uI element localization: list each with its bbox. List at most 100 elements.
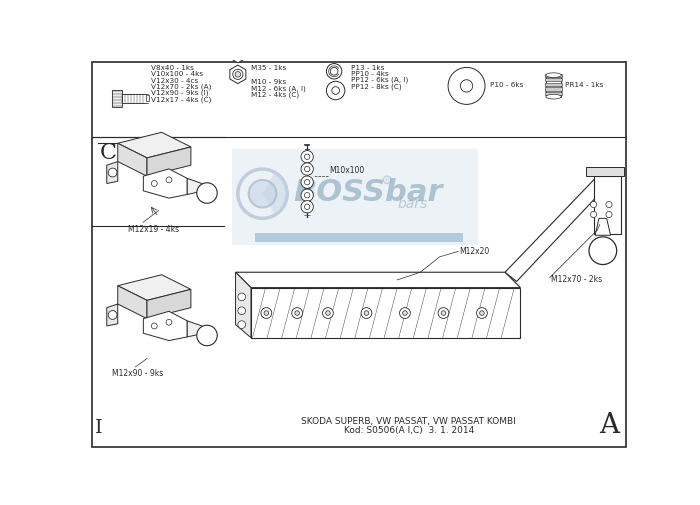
Circle shape	[589, 237, 617, 265]
Bar	[545, 93, 562, 96]
Circle shape	[461, 81, 473, 93]
Circle shape	[197, 326, 217, 346]
Text: M12 - 6ks (A, I): M12 - 6ks (A, I)	[251, 85, 306, 92]
Circle shape	[301, 152, 314, 164]
Circle shape	[591, 212, 596, 218]
Circle shape	[326, 65, 342, 80]
Circle shape	[304, 205, 310, 210]
Bar	[545, 88, 562, 91]
Circle shape	[292, 308, 302, 319]
Circle shape	[108, 311, 117, 320]
Polygon shape	[230, 45, 246, 64]
Polygon shape	[144, 312, 187, 341]
Circle shape	[400, 308, 410, 319]
Text: V8x40 - 1ks: V8x40 - 1ks	[151, 65, 194, 71]
Circle shape	[301, 177, 314, 189]
Bar	[545, 74, 562, 77]
Circle shape	[330, 68, 338, 76]
Bar	[586, 168, 624, 177]
Polygon shape	[251, 288, 521, 338]
Circle shape	[248, 180, 276, 208]
Text: P10 - 6ks: P10 - 6ks	[490, 81, 523, 87]
Circle shape	[301, 190, 314, 202]
Polygon shape	[107, 305, 118, 326]
Circle shape	[402, 311, 407, 316]
Polygon shape	[147, 290, 191, 319]
Bar	[232, 150, 478, 246]
Polygon shape	[187, 179, 204, 195]
Bar	[545, 84, 562, 87]
Circle shape	[238, 307, 246, 315]
Circle shape	[591, 202, 596, 208]
Circle shape	[326, 311, 330, 316]
Text: ®: ®	[384, 177, 391, 183]
Circle shape	[166, 320, 172, 326]
Text: V12x90 - 9ks (I): V12x90 - 9ks (I)	[151, 90, 209, 96]
Circle shape	[235, 52, 241, 57]
Text: A: A	[599, 411, 619, 438]
Polygon shape	[107, 162, 118, 184]
Circle shape	[361, 308, 372, 319]
Circle shape	[441, 311, 446, 316]
Text: M12x20: M12x20	[459, 246, 489, 256]
Text: V12x17 - 4ks (C): V12x17 - 4ks (C)	[151, 96, 211, 103]
Text: V10x100 - 4ks: V10x100 - 4ks	[151, 71, 203, 77]
Bar	[146, 96, 148, 102]
Text: P13 - 1ks: P13 - 1ks	[351, 65, 384, 70]
Polygon shape	[230, 66, 246, 84]
Bar	[255, 233, 463, 243]
Text: Kod: S0506(A I,C)  3. 1. 2014: Kod: S0506(A I,C) 3. 1. 2014	[344, 425, 474, 434]
Text: M10x100: M10x100	[330, 165, 365, 174]
Circle shape	[606, 202, 612, 208]
Circle shape	[304, 193, 310, 198]
Circle shape	[332, 87, 340, 95]
Circle shape	[233, 70, 243, 80]
Text: PP10 - 4ks: PP10 - 4ks	[351, 71, 388, 77]
Circle shape	[364, 311, 369, 316]
Circle shape	[166, 178, 172, 183]
Text: M12x70 - 2ks: M12x70 - 2ks	[552, 274, 603, 283]
Circle shape	[304, 180, 310, 185]
Circle shape	[438, 308, 449, 319]
Polygon shape	[594, 177, 621, 234]
Bar	[545, 79, 562, 82]
Circle shape	[108, 169, 117, 178]
Polygon shape	[147, 147, 191, 177]
Text: M12x90 - 9ks: M12x90 - 9ks	[112, 369, 164, 378]
Text: M12x19 - 4ks: M12x19 - 4ks	[127, 224, 179, 233]
Text: BOSSbar: BOSSbar	[293, 178, 443, 207]
Text: PP12 - 8ks (C): PP12 - 8ks (C)	[351, 83, 402, 89]
Circle shape	[233, 49, 243, 60]
Polygon shape	[235, 273, 251, 338]
Circle shape	[606, 212, 612, 218]
Polygon shape	[505, 177, 609, 282]
Circle shape	[301, 164, 314, 176]
Text: V12x30 - 4cs: V12x30 - 4cs	[151, 77, 198, 83]
Circle shape	[477, 308, 487, 319]
Circle shape	[151, 323, 158, 329]
Circle shape	[295, 311, 300, 316]
Polygon shape	[118, 133, 191, 159]
Polygon shape	[187, 321, 204, 337]
Circle shape	[197, 183, 217, 204]
Circle shape	[301, 201, 314, 214]
Circle shape	[235, 72, 241, 78]
Text: I: I	[95, 419, 103, 436]
Polygon shape	[144, 170, 187, 199]
Circle shape	[323, 308, 333, 319]
Text: V12x70 - 2ks (A): V12x70 - 2ks (A)	[151, 84, 211, 90]
Text: SKODA SUPERB, VW PASSAT, VW PASSAT KOMBI: SKODA SUPERB, VW PASSAT, VW PASSAT KOMBI	[302, 416, 516, 425]
Text: M35 - 1ks: M35 - 1ks	[251, 65, 286, 70]
Circle shape	[264, 311, 269, 316]
Text: M10 - 9ks: M10 - 9ks	[251, 79, 286, 85]
Text: PR14 - 1ks: PR14 - 1ks	[565, 81, 603, 87]
Bar	[546, 76, 561, 97]
Circle shape	[326, 82, 345, 100]
Circle shape	[304, 167, 310, 172]
Polygon shape	[118, 286, 147, 319]
Polygon shape	[595, 219, 610, 236]
Polygon shape	[235, 273, 521, 288]
Circle shape	[238, 321, 246, 329]
Circle shape	[448, 68, 485, 105]
Circle shape	[304, 155, 310, 160]
